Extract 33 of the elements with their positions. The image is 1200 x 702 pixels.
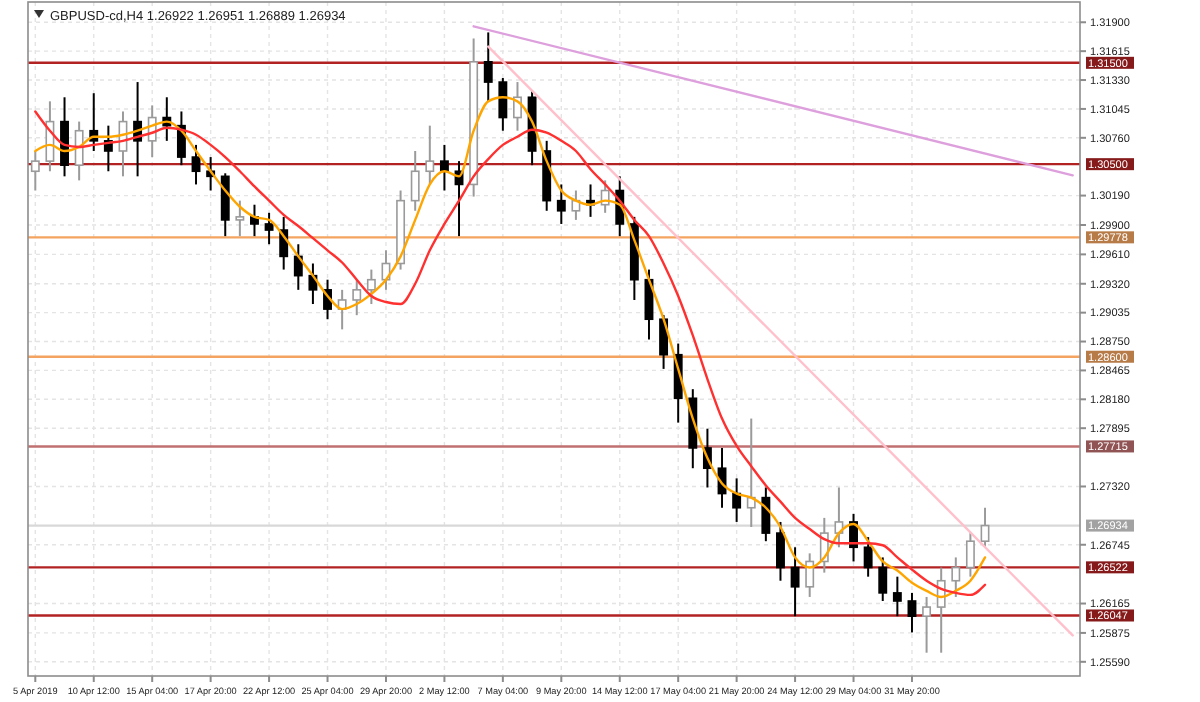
candlestick [308,262,318,306]
candlestick [235,199,245,238]
candlestick [366,268,376,306]
candlestick [74,120,84,182]
candlestick [863,536,873,578]
candlestick [425,124,435,186]
candlestick [352,278,362,317]
candlestick [776,520,785,582]
candlestick [732,477,742,523]
candlestick [980,506,990,549]
candlestick [498,77,508,132]
candlestick [556,183,566,225]
candlestick [410,149,420,212]
candlestick [951,556,961,598]
candlestick [30,149,40,192]
candlestick [513,81,522,132]
candlestick [922,595,932,654]
candlestick [834,486,844,549]
candlestick [659,314,669,370]
candlestick [907,591,917,634]
candlestick [965,532,975,578]
candlestick [892,575,902,618]
candlestick [571,189,581,221]
candlestick [439,143,449,192]
candlestick [191,143,201,186]
candlestick [483,31,493,103]
candlestick [790,546,800,618]
candlestick [220,172,230,238]
candlestick [805,552,815,598]
candlestick [878,556,888,602]
candlestick [761,486,771,543]
candlestick [264,211,274,246]
candlestick [60,96,69,178]
